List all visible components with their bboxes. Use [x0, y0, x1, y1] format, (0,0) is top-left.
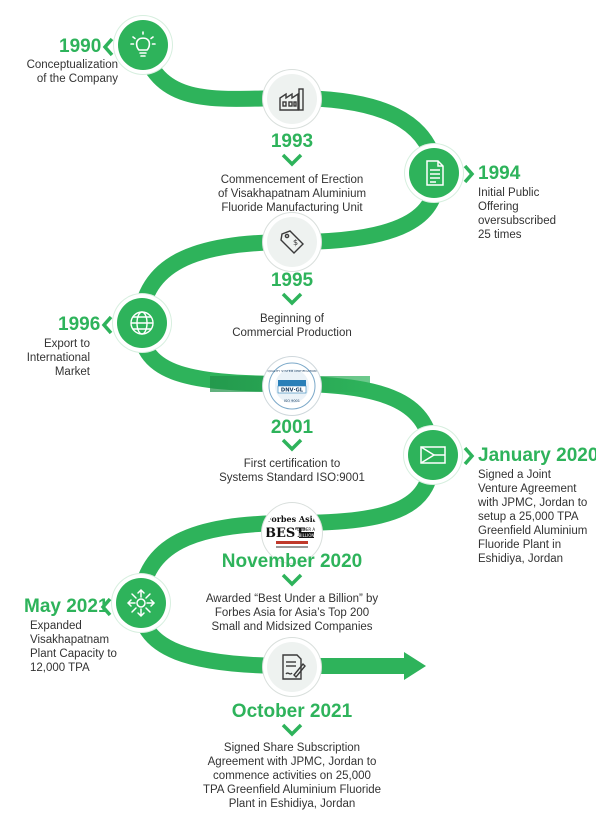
milestone-node-1996: [117, 298, 167, 348]
globe-icon: [130, 311, 154, 335]
milestone-text-jan-2020: Signed a Joint Venture Agreement with JP…: [478, 469, 588, 565]
forbes-badge-line4: BILLION: [299, 533, 315, 538]
milestone-text-2001: First certification to Systems Standard …: [219, 458, 365, 484]
milestone-year-1990: 1990: [59, 36, 102, 57]
chevron-down-icon: [281, 153, 303, 167]
milestone-text-nov-2020: Awarded “Best Under a Billion” by Forbes…: [205, 593, 379, 633]
milestone-text-oct-2021: Signed Share Subscription Agreement with…: [202, 742, 382, 810]
milestone-year-nov-2020: November 2020: [221, 551, 363, 572]
milestone-text-1996: Export to International Market: [26, 338, 90, 378]
factory-icon: [279, 88, 304, 111]
milestone-node-1994: [409, 148, 459, 198]
expand-arrows-icon: [126, 588, 156, 618]
chevron-down-icon: [281, 573, 303, 587]
milestone-text-1993: Commencement of Erection of Visakhapatna…: [217, 174, 367, 214]
milestone-node-1993: [267, 74, 317, 124]
path-arrow: [404, 652, 426, 680]
chevron-right-icon: [463, 164, 475, 184]
contract-signing-icon: [282, 654, 306, 680]
document-icon: [426, 160, 444, 186]
milestone-text-1995: Beginning of Commercial Production: [232, 313, 352, 339]
price-tag-icon: $: [280, 230, 304, 254]
milestone-node-may-2021: [116, 578, 166, 628]
chevron-left-icon: [102, 37, 114, 57]
milestone-year-may-2021: May 2021: [24, 596, 109, 617]
milestone-text-may-2021: Expanded Visakhapatnam Plant Capacity to…: [30, 620, 117, 674]
chevron-down-icon: [281, 438, 303, 452]
jordan-flag-icon: [420, 446, 446, 464]
milestone-text-1990: Conceptualization of the Company: [26, 59, 118, 85]
dnv-badge-name: DNV·GL: [281, 388, 304, 394]
chevron-left-icon: [100, 597, 112, 617]
milestone-year-1993: 1993: [270, 131, 314, 152]
forbes-badge: Forbes Asia BEST UNDER A BILLION: [266, 507, 318, 559]
dnv-gl-badge: DNV·GL QUALITY SYSTEM CERTIFICATION ISO …: [267, 361, 317, 411]
chevron-left-icon: [101, 315, 113, 335]
milestone-year-1994: 1994: [478, 163, 521, 184]
forbes-badge-line3: UNDER A: [297, 527, 316, 532]
milestone-node-oct-2021: [267, 642, 317, 692]
milestone-year-jan-2020: January 2020: [478, 445, 596, 466]
milestone-node-1995: $: [267, 217, 317, 267]
lightbulb-icon: [130, 31, 156, 57]
dnv-badge-ring: QUALITY SYSTEM CERTIFICATION: [267, 369, 316, 373]
milestone-text-1994: Initial Public Offering oversubscribed 2…: [478, 187, 556, 241]
milestone-year-2001: 2001: [270, 417, 314, 438]
milestone-node-1990: [118, 20, 168, 70]
chevron-down-icon: [281, 723, 303, 737]
milestone-node-jan-2020: [408, 430, 458, 480]
milestone-year-1996: 1996: [58, 314, 101, 335]
svg-text:$: $: [293, 238, 298, 247]
milestone-year-1995: 1995: [270, 270, 314, 291]
milestone-year-oct-2021: October 2021: [231, 701, 353, 722]
forbes-badge-line2: BEST: [266, 526, 305, 541]
chevron-down-icon: [281, 292, 303, 306]
forbes-badge-line1: Forbes Asia: [266, 514, 318, 524]
dnv-badge-foot: ISO 9001: [284, 399, 300, 403]
chevron-right-icon: [463, 446, 475, 466]
